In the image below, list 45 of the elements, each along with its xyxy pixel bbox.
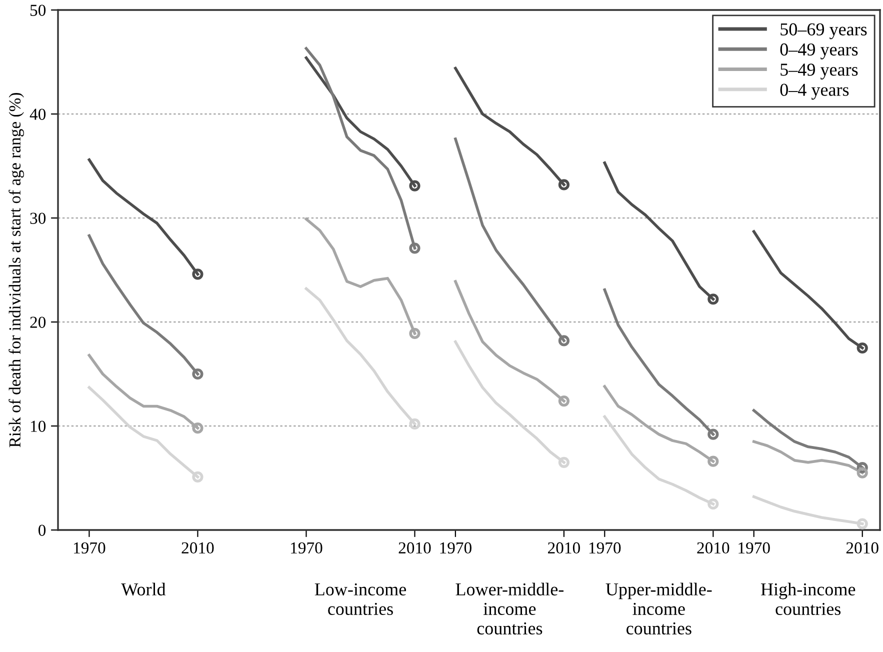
- x-tick-label: 1970: [589, 542, 621, 554]
- y-tick-label: 30: [30, 212, 46, 224]
- y-axis-title: Risk of death for individuals at start of age range (%): [8, 93, 24, 448]
- text: Low-income countries: [314, 583, 406, 615]
- y-tick-label: 10: [30, 420, 46, 432]
- point: [409, 328, 420, 339]
- text: World: [121, 582, 166, 596]
- x-tick-label: 2010: [182, 542, 214, 554]
- y-tick-label: 40: [30, 108, 46, 120]
- x-tick-label: 2010: [846, 542, 878, 554]
- text: Upper-middle- income countries: [606, 582, 712, 634]
- point: [558, 395, 570, 407]
- x-tick-label: 1970: [291, 542, 322, 554]
- point: [192, 471, 204, 483]
- legend-label: 0–4 years: [780, 84, 849, 100]
- legend-label: 50–69 years: [780, 23, 867, 40]
- legend-label: 0–49 years: [780, 43, 858, 60]
- point: [409, 418, 420, 430]
- point: [708, 428, 719, 440]
- point: [192, 368, 204, 380]
- point: [856, 518, 868, 530]
- point: [708, 498, 719, 510]
- point: [856, 467, 868, 478]
- text: Lower-middle- income countries: [456, 582, 564, 634]
- point: [558, 335, 570, 346]
- x-tick-label: 1970: [440, 542, 472, 554]
- point: [409, 242, 420, 254]
- point: [558, 179, 570, 190]
- legend-label: 5–49 years: [780, 64, 858, 80]
- point: [558, 456, 570, 468]
- x-tick-label: 2010: [548, 542, 580, 554]
- x-tick-label: 1970: [74, 542, 106, 554]
- point: [708, 294, 719, 305]
- point: [192, 422, 204, 434]
- point: [856, 342, 868, 354]
- x-tick-label: 2010: [398, 542, 431, 554]
- x-tick-label: 1970: [738, 542, 770, 554]
- y-tick-label: 50: [30, 4, 46, 16]
- y-tick-label: 20: [30, 316, 46, 328]
- point: [708, 456, 719, 467]
- point: [192, 268, 204, 280]
- x-tick-label: 2010: [697, 542, 730, 554]
- y-tick-label: 0: [38, 524, 46, 536]
- point: [409, 180, 420, 192]
- text: High-income countries: [760, 582, 856, 616]
